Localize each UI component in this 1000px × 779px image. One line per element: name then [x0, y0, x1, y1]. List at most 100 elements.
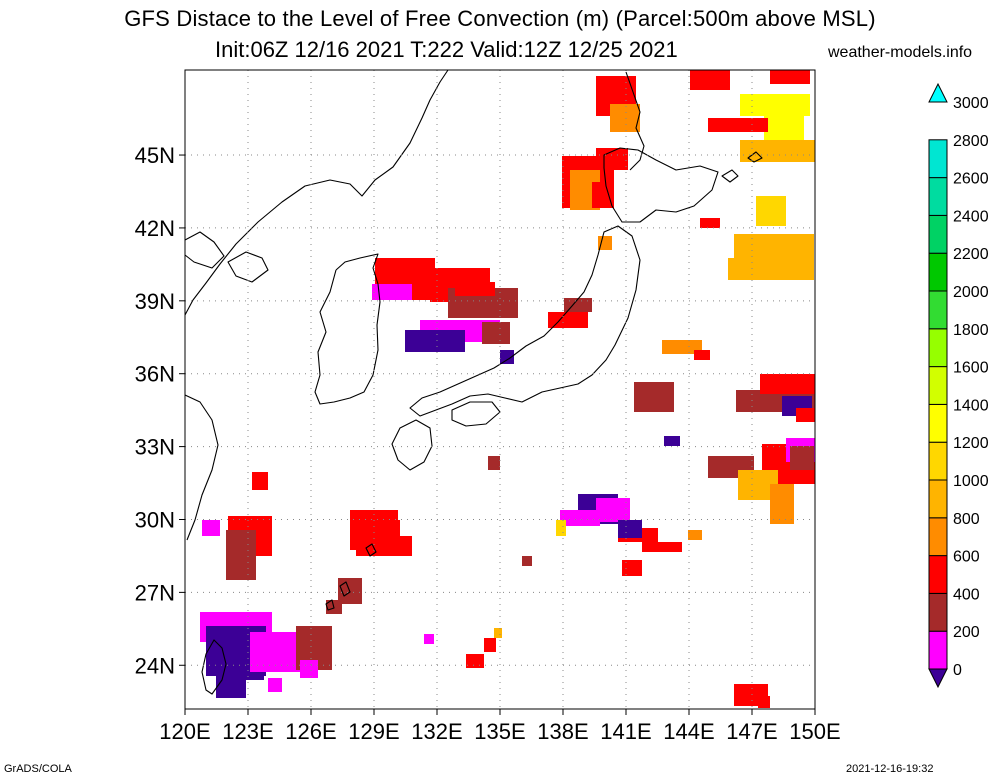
coastline-ryukyu-1 [365, 543, 377, 557]
lfc-patch [642, 542, 682, 552]
lfc-patch [548, 312, 588, 328]
coastline-ryukyu-3 [325, 599, 335, 611]
lfc-patch [796, 408, 815, 422]
lfc-patch [424, 634, 434, 644]
colorbar-label: 1400 [953, 397, 989, 414]
lon-tick-label: 141E [600, 719, 651, 744]
lat-tick-label: 39N [135, 289, 175, 314]
lfc-patch [770, 70, 810, 84]
coastline-kurils-1 [721, 169, 739, 183]
lfc-patch [610, 104, 640, 132]
colorbar-swatch [928, 441, 948, 481]
source-site: weather-models.info [828, 44, 973, 61]
lon-tick-label: 150E [789, 719, 840, 744]
coastline-hokkaido [603, 147, 719, 223]
colorbar-swatch [928, 82, 948, 103]
lfc-patch [500, 350, 514, 364]
axis-ticks: 120E 123E 126E 129E 132E 135E 138E 141E 144E 147E… [135, 143, 841, 744]
lfc-patch [662, 340, 702, 354]
lfc-patch [484, 638, 496, 652]
colorbar-swatch [928, 139, 948, 179]
coastline-taiwan [201, 639, 227, 695]
lfc-patch [522, 556, 532, 566]
colorbar-swatch [928, 668, 948, 689]
coastline-mainland [184, 69, 449, 316]
colorbar-swatch [928, 214, 948, 254]
colorbar-swatch [928, 555, 948, 594]
colorbar-label: 2000 [953, 284, 989, 301]
lfc-patch [618, 520, 642, 538]
lon-tick-label: 123E [222, 719, 273, 744]
lfc-patch [740, 140, 815, 162]
lfc-patch [634, 382, 674, 412]
colorbar: 0 200 400 600 800 1000 1200 1400 1600 1800 2000 220… [928, 82, 989, 689]
colorbar-label: 1800 [953, 322, 989, 339]
colorbar-label: 3000 [953, 95, 989, 112]
gridlines [185, 70, 815, 709]
coastline-sakhalin [625, 71, 645, 171]
lon-tick-label: 120E [159, 719, 210, 744]
colorbar-swatch [928, 517, 948, 557]
lfc-patch [770, 484, 794, 524]
map-frame [184, 69, 816, 710]
lat-tick-label: 42N [135, 216, 175, 241]
colorbar-swatch [928, 328, 948, 368]
lat-tick-label: 30N [135, 507, 175, 532]
footer-software: GrADS/COLA [4, 763, 72, 775]
lfc-patch [740, 94, 810, 116]
footer-timestamp: 2021-12-16-19:32 [846, 763, 934, 775]
colorbar-swatch [928, 403, 948, 443]
lon-tick-label: 135E [474, 719, 525, 744]
lfc-patch [252, 472, 268, 490]
colorbar-label: 1600 [953, 360, 989, 377]
lfc-patch [790, 446, 814, 470]
lfc-patch [592, 182, 614, 208]
colorbar-swatch [928, 479, 948, 519]
lat-tick-label: 33N [135, 435, 175, 460]
lon-tick-label: 132E [411, 719, 462, 744]
colorbar-label: 1200 [953, 435, 989, 452]
colorbar-swatch [928, 366, 948, 405]
lfc-patch [622, 560, 642, 576]
lfc-patch [560, 510, 600, 526]
colorbar-swatch [928, 290, 948, 330]
lon-tick-label: 138E [537, 719, 588, 744]
lfc-patch [596, 498, 630, 522]
colorbar-swatch [928, 252, 948, 292]
lon-tick-label: 129E [348, 719, 399, 744]
lfc-patch [764, 114, 804, 140]
coastline-kyushu [391, 419, 433, 471]
lfc-patch [382, 520, 400, 546]
coastline-ryukyu-2 [339, 581, 351, 597]
lfc-patch [556, 520, 566, 536]
chart-subtitle: Init:06Z 12/16 2021 T:222 Valid:12Z 12/2… [215, 37, 678, 62]
coastline-honshu [409, 225, 641, 417]
coastline-shikoku [451, 401, 501, 427]
coastline-bohai [227, 251, 269, 283]
lfc-patch [758, 696, 770, 708]
colorbar-label: 2600 [953, 171, 989, 188]
colorbar-label: 2400 [953, 208, 989, 225]
lfc-patch [405, 330, 465, 352]
colorbar-label: 1000 [953, 473, 989, 490]
coastlines [184, 69, 763, 695]
lfc-patch [664, 436, 680, 446]
lfc-patch [202, 520, 220, 536]
colorbar-label: 600 [953, 549, 980, 566]
lfc-patch [760, 374, 815, 394]
lon-tick-label: 144E [663, 719, 714, 744]
lat-tick-label: 45N [135, 143, 175, 168]
lfc-patch [300, 660, 318, 678]
colorbar-label: 800 [953, 511, 980, 528]
colorbar-label: 200 [953, 624, 980, 641]
lfc-patch [688, 530, 702, 540]
colorbar-swatch [928, 177, 948, 216]
lfc-patch [700, 218, 720, 228]
coastline-east-china [184, 394, 219, 541]
coastline-shandong [184, 231, 225, 269]
lfc-patch [488, 456, 500, 470]
lon-tick-label: 147E [726, 719, 777, 744]
lfc-patch [466, 654, 484, 668]
lfc-patch [690, 70, 730, 90]
colorbar-label: 2200 [953, 246, 989, 263]
